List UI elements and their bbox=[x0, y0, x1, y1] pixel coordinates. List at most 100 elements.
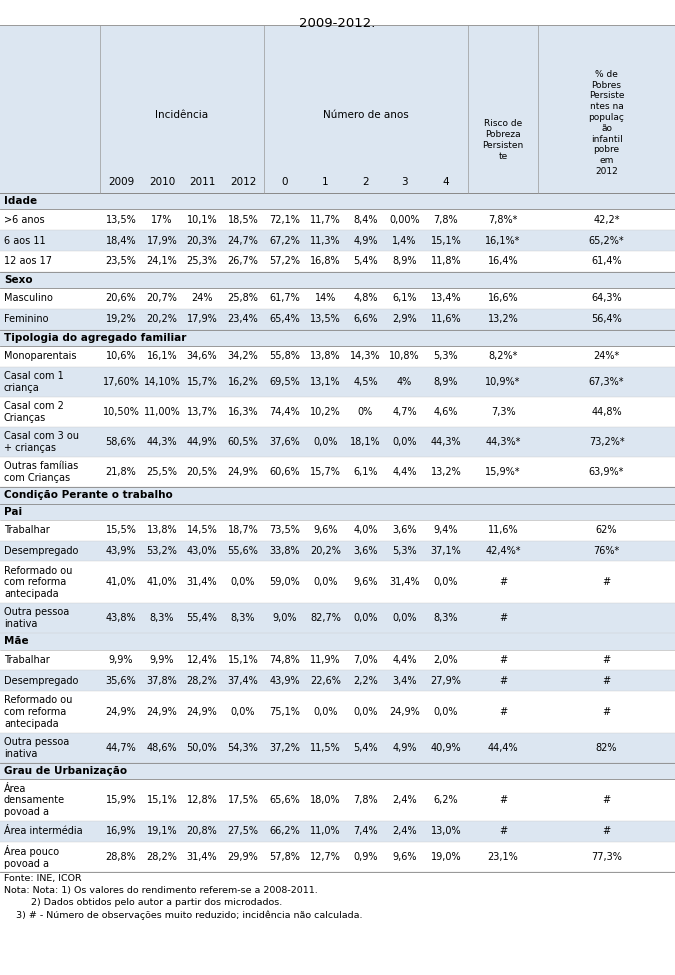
Text: 17,9%: 17,9% bbox=[146, 236, 178, 246]
Text: 15,9%*: 15,9%* bbox=[485, 467, 520, 477]
Text: 0,0%: 0,0% bbox=[313, 437, 338, 448]
Text: 7,0%: 7,0% bbox=[353, 655, 378, 665]
Text: 20,8%: 20,8% bbox=[186, 827, 217, 837]
Text: 44,3%: 44,3% bbox=[431, 437, 461, 448]
Text: 25,5%: 25,5% bbox=[146, 467, 178, 477]
Text: 2010: 2010 bbox=[149, 177, 175, 187]
Text: 65,6%: 65,6% bbox=[269, 796, 300, 805]
Text: 34,6%: 34,6% bbox=[187, 351, 217, 362]
Text: 11,0%: 11,0% bbox=[310, 827, 341, 837]
Text: Mãe: Mãe bbox=[4, 637, 28, 646]
Bar bbox=[0, 288, 675, 309]
Text: 13,5%: 13,5% bbox=[105, 214, 136, 224]
Text: Outras famílias
com Crianças: Outras famílias com Crianças bbox=[4, 461, 78, 483]
Text: 33,8%: 33,8% bbox=[269, 546, 300, 556]
Text: 27,9%: 27,9% bbox=[431, 676, 462, 685]
Text: 4: 4 bbox=[443, 177, 450, 187]
Text: 43,0%: 43,0% bbox=[187, 546, 217, 556]
Text: 0,0%: 0,0% bbox=[434, 707, 458, 717]
Text: 2009: 2009 bbox=[108, 177, 134, 187]
Text: 10,6%: 10,6% bbox=[106, 351, 136, 362]
Bar bbox=[0, 520, 675, 540]
Text: #: # bbox=[602, 796, 611, 805]
Text: 2,4%: 2,4% bbox=[392, 796, 416, 805]
Text: 24,9%: 24,9% bbox=[146, 707, 178, 717]
Text: Outra pessoa
inativa: Outra pessoa inativa bbox=[4, 737, 70, 759]
Bar bbox=[0, 671, 675, 691]
Text: Grau de Urbanização: Grau de Urbanização bbox=[4, 766, 127, 776]
Text: 4,0%: 4,0% bbox=[353, 526, 378, 535]
Text: 15,9%: 15,9% bbox=[105, 796, 136, 805]
Text: Incidência: Incidência bbox=[155, 110, 209, 120]
Text: 16,1%*: 16,1%* bbox=[485, 236, 520, 246]
Text: 2,4%: 2,4% bbox=[392, 827, 416, 837]
Text: 16,4%: 16,4% bbox=[487, 256, 518, 266]
Bar bbox=[0, 503, 675, 520]
Text: 54,3%: 54,3% bbox=[227, 743, 259, 753]
Text: 61,7%: 61,7% bbox=[269, 293, 300, 303]
Text: 16,3%: 16,3% bbox=[227, 407, 259, 417]
Text: 64,3%: 64,3% bbox=[591, 293, 622, 303]
Text: 10,8%: 10,8% bbox=[389, 351, 420, 362]
Text: 4,4%: 4,4% bbox=[392, 655, 416, 665]
Bar bbox=[0, 427, 675, 457]
Text: 73,2%*: 73,2%* bbox=[589, 437, 624, 448]
Text: 42,2*: 42,2* bbox=[593, 214, 620, 224]
Text: Reformado ou
com reforma
antecipada: Reformado ou com reforma antecipada bbox=[4, 695, 72, 728]
Text: 12,4%: 12,4% bbox=[186, 655, 217, 665]
Text: 18,4%: 18,4% bbox=[106, 236, 136, 246]
Text: 3,6%: 3,6% bbox=[353, 546, 378, 556]
Bar bbox=[0, 691, 675, 733]
Text: 76%*: 76%* bbox=[593, 546, 620, 556]
Text: 17,5%: 17,5% bbox=[227, 796, 259, 805]
Text: >6 anos: >6 anos bbox=[4, 214, 45, 224]
Text: 18,0%: 18,0% bbox=[310, 796, 341, 805]
Text: 0,0%: 0,0% bbox=[313, 577, 338, 587]
Bar bbox=[0, 733, 675, 763]
Text: Casal com 3 ou
+ crianças: Casal com 3 ou + crianças bbox=[4, 431, 79, 453]
Text: 17,9%: 17,9% bbox=[186, 314, 217, 325]
Bar bbox=[0, 193, 675, 210]
Text: 20,5%: 20,5% bbox=[186, 467, 217, 477]
Text: 57,2%: 57,2% bbox=[269, 256, 300, 266]
Bar bbox=[0, 346, 675, 367]
Text: 72,1%: 72,1% bbox=[269, 214, 300, 224]
Text: 19,2%: 19,2% bbox=[105, 314, 136, 325]
Text: 15,5%: 15,5% bbox=[105, 526, 136, 535]
Text: 63,9%*: 63,9%* bbox=[589, 467, 624, 477]
Text: 15,1%: 15,1% bbox=[227, 655, 259, 665]
Text: 15,1%: 15,1% bbox=[146, 796, 178, 805]
Text: 16,1%: 16,1% bbox=[146, 351, 178, 362]
Text: % de
Pobres
Persiste
ntes na
populaç
ão
infantil
pobre
em
2012: % de Pobres Persiste ntes na populaç ão … bbox=[589, 70, 624, 176]
Text: 24,9%: 24,9% bbox=[227, 467, 259, 477]
Text: 2011: 2011 bbox=[189, 177, 215, 187]
Text: 18,5%: 18,5% bbox=[227, 214, 259, 224]
Text: Masculino: Masculino bbox=[4, 293, 53, 303]
Text: 37,2%: 37,2% bbox=[269, 743, 300, 753]
Text: 74,4%: 74,4% bbox=[269, 407, 300, 417]
Text: 31,4%: 31,4% bbox=[389, 577, 420, 587]
Bar bbox=[0, 25, 675, 193]
Text: Feminino: Feminino bbox=[4, 314, 49, 325]
Text: 5,3%: 5,3% bbox=[433, 351, 458, 362]
Text: 13,1%: 13,1% bbox=[310, 377, 341, 387]
Bar bbox=[0, 540, 675, 562]
Text: 19,1%: 19,1% bbox=[146, 827, 178, 837]
Text: 0,0%: 0,0% bbox=[231, 577, 255, 587]
Text: 25,3%: 25,3% bbox=[186, 256, 217, 266]
Text: 9,6%: 9,6% bbox=[313, 526, 338, 535]
Text: 20,6%: 20,6% bbox=[105, 293, 136, 303]
Text: Casal com 2
Crianças: Casal com 2 Crianças bbox=[4, 401, 64, 423]
Text: 20,7%: 20,7% bbox=[146, 293, 178, 303]
Bar bbox=[0, 230, 675, 251]
Text: 0,0%: 0,0% bbox=[392, 613, 416, 623]
Text: Desempregado: Desempregado bbox=[4, 676, 78, 685]
Text: 13,2%: 13,2% bbox=[487, 314, 518, 325]
Text: 0,00%: 0,00% bbox=[389, 214, 420, 224]
Text: 7,3%: 7,3% bbox=[491, 407, 515, 417]
Text: 17%: 17% bbox=[151, 214, 173, 224]
Text: 20,3%: 20,3% bbox=[186, 236, 217, 246]
Text: Área
densamente
povoad a: Área densamente povoad a bbox=[4, 784, 65, 817]
Text: 42,4%*: 42,4%* bbox=[485, 546, 520, 556]
Text: 12,8%: 12,8% bbox=[186, 796, 217, 805]
